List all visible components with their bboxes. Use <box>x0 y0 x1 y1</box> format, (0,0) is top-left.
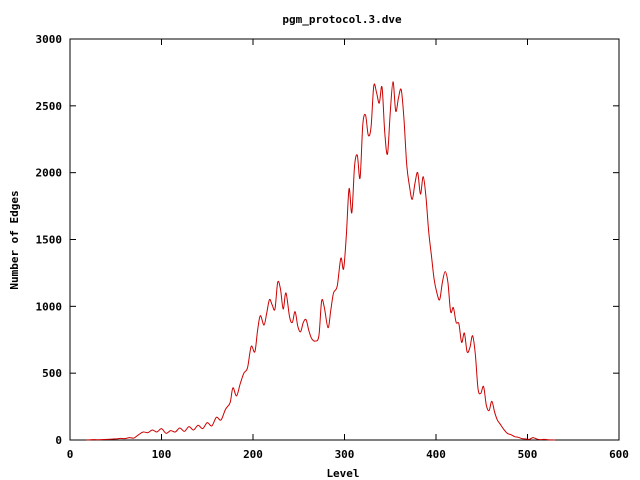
axis-ticks <box>69 38 620 441</box>
x-tick-label-3: 300 <box>335 448 355 461</box>
axis-tick-labels: 0 100 200 300 400 500 600 0 500 1000 1500 2000 2500 3… <box>36 33 629 461</box>
x-tick-label-6: 600 <box>609 448 629 461</box>
y-tick-label-6: 3000 <box>36 33 63 46</box>
y-tick-label-0: 0 <box>55 434 62 447</box>
x-tick-label-1: 100 <box>152 448 172 461</box>
series-line-0 <box>86 81 555 441</box>
x-tick-label-4: 400 <box>426 448 446 461</box>
y-tick-label-2: 1000 <box>36 300 63 313</box>
y-tick-label-4: 2000 <box>36 167 63 180</box>
series-layer <box>86 81 555 441</box>
x-tick-label-2: 200 <box>243 448 263 461</box>
y-tick-label-5: 2500 <box>36 100 63 113</box>
x-axis-label: Level <box>326 467 359 480</box>
x-tick-label-0: 0 <box>67 448 74 461</box>
plot-frame <box>69 38 620 441</box>
x-tick-label-5: 500 <box>518 448 538 461</box>
y-tick-label-1: 500 <box>42 367 62 380</box>
chart-title: pgm_protocol.3.dve <box>282 13 402 26</box>
y-axis-label: Number of Edges <box>8 190 21 289</box>
y-tick-label-3: 1500 <box>36 234 63 247</box>
